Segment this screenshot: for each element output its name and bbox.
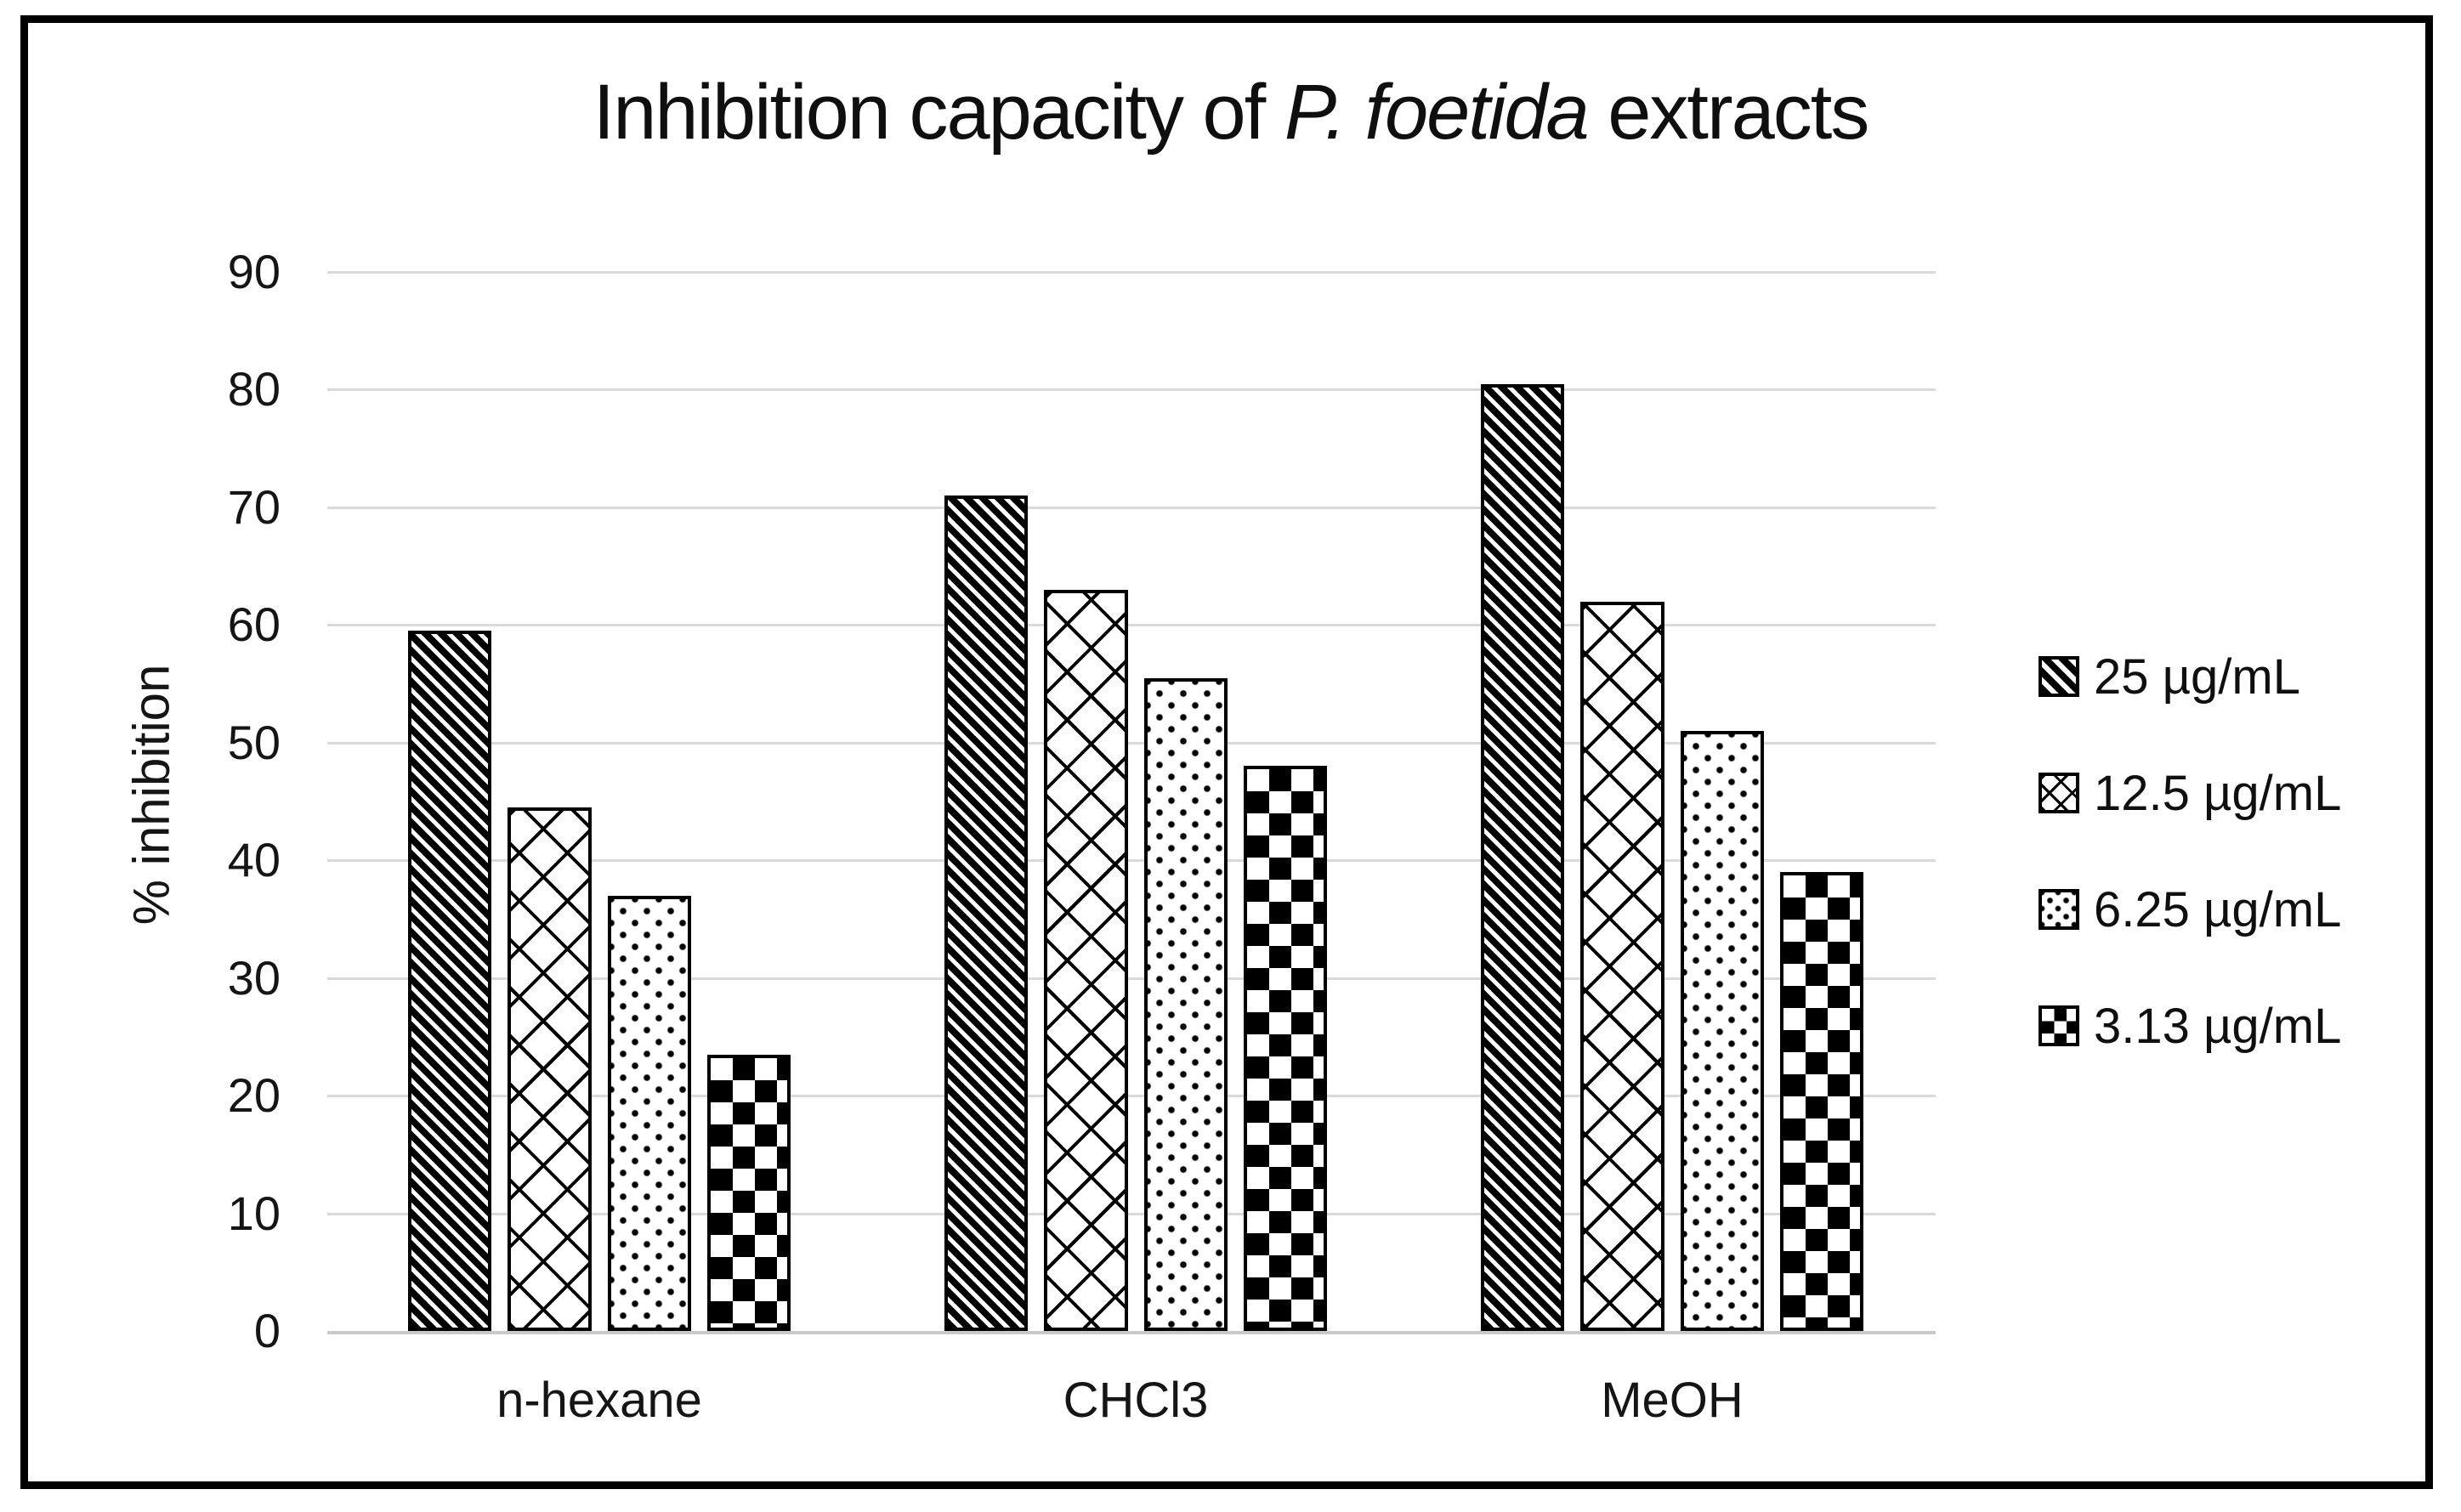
y-tick-label: 10 [227, 1186, 281, 1240]
bar-group-CHCl3 [944, 272, 1327, 1331]
legend-label: 3.13 µg/mL [2094, 998, 2342, 1054]
legend-item: 3.13 µg/mL [2039, 999, 2341, 1054]
x-category-label: CHCl3 [1063, 1373, 1209, 1428]
y-axis-ticks: 90 80 70 60 50 40 30 20 10 0 [100, 245, 281, 1357]
bar-12.5 µg/mL-CHCl3 [1044, 589, 1128, 1331]
legend: 25 µg/mL 12.5 µg/mL 6.25 µg/mL 3.13 µg/mL [2039, 649, 2341, 1121]
x-category-label: n-hexane [496, 1373, 702, 1428]
gridline [327, 977, 1936, 980]
plot-area [327, 271, 1936, 1334]
bar-12.5 µg/mL-n-hexane [508, 807, 592, 1331]
legend-label: 25 µg/mL [2094, 648, 2300, 705]
bar-3.13 µg/mL-n-hexane [706, 1054, 791, 1331]
legend-label: 6.25 µg/mL [2094, 881, 2342, 937]
y-tick-label: 60 [227, 597, 281, 652]
chart-title-italic: P. foetida [1284, 69, 1590, 156]
gridline [327, 624, 1936, 627]
chart-title: Inhibition capacity of P. foetida extrac… [0, 68, 2461, 157]
x-axis-labels: n-hexane CHCl3 MeOH [327, 1372, 1936, 1448]
gridline [327, 388, 1936, 392]
y-tick-label: 0 [253, 1304, 281, 1357]
legend-marker-wide-downward-diagonal-icon [2039, 656, 2079, 697]
gridline [327, 506, 1936, 509]
bar-3.13 µg/mL-CHCl3 [1243, 766, 1327, 1331]
gridline [327, 859, 1936, 863]
legend-item: 6.25 µg/mL [2039, 882, 2341, 937]
bar-6.25 µg/mL-MeOH [1680, 730, 1764, 1331]
bar-6.25 µg/mL-n-hexane [607, 895, 691, 1331]
legend-label: 12.5 µg/mL [2094, 765, 2342, 821]
bar-25 µg/mL-n-hexane [408, 631, 492, 1331]
y-tick-label: 90 [227, 245, 281, 298]
bar-group-n-hexane [408, 272, 791, 1331]
legend-marker-diamond-lattice-icon [2039, 773, 2079, 813]
bar-25 µg/mL-MeOH [1481, 383, 1565, 1331]
gridline [327, 1212, 1936, 1215]
chart-title-suffix: extracts [1587, 69, 1869, 156]
legend-marker-dots-icon [2039, 889, 2079, 930]
y-tick-label: 70 [227, 479, 281, 534]
bar-6.25 µg/mL-CHCl3 [1143, 677, 1228, 1331]
y-tick-label: 30 [227, 950, 281, 1005]
x-category-label: MeOH [1601, 1373, 1744, 1428]
legend-marker-checkerboard-icon [2039, 1005, 2079, 1046]
bar-group-MeOH [1481, 272, 1863, 1331]
gridline [327, 1095, 1936, 1098]
gridline [327, 271, 1936, 274]
bar-12.5 µg/mL-MeOH [1580, 601, 1664, 1331]
y-tick-label: 40 [227, 833, 281, 887]
y-tick-label: 20 [227, 1068, 281, 1123]
y-tick-label: 80 [227, 362, 281, 416]
y-tick-label: 50 [227, 715, 281, 769]
bar-25 µg/mL-CHCl3 [944, 496, 1029, 1331]
legend-item: 25 µg/mL [2039, 649, 2341, 705]
legend-item: 12.5 µg/mL [2039, 766, 2341, 821]
gridline [327, 741, 1936, 745]
chart-title-prefix: Inhibition capacity of [593, 69, 1284, 156]
bar-3.13 µg/mL-MeOH [1779, 872, 1863, 1331]
